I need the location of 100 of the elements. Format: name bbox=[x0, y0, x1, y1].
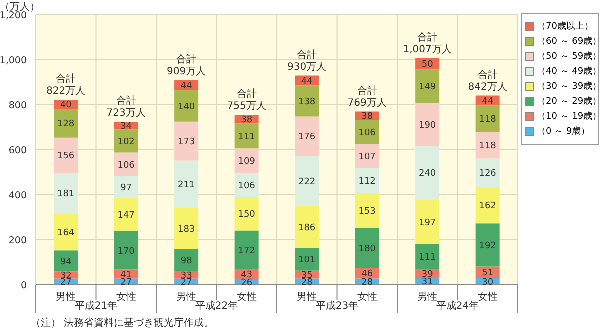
text: （注） 法務省資料に基づき観光庁作成。 bbox=[31, 317, 214, 329]
bar bbox=[54, 109, 78, 138]
data-label: 183 bbox=[178, 225, 196, 236]
data-label: 50 bbox=[422, 60, 434, 70]
data-label: 192 bbox=[479, 241, 496, 252]
data-label: 106 bbox=[238, 181, 256, 192]
legend-label: （10 ～ 19歳） bbox=[537, 110, 600, 123]
bar bbox=[355, 144, 380, 168]
bar bbox=[476, 224, 500, 267]
data-label: 240 bbox=[418, 169, 436, 180]
data-label: 186 bbox=[298, 223, 316, 234]
data-label: 164 bbox=[57, 228, 75, 238]
legend-label: （50 ～ 59歳） bbox=[537, 50, 600, 63]
data-label: 30 bbox=[482, 278, 494, 288]
y-tick-label: 800 bbox=[8, 100, 27, 112]
total-label: 合計 723万人 bbox=[106, 95, 146, 120]
data-label: 44 bbox=[180, 82, 193, 92]
legend-label: （30 ～ 39歳） bbox=[537, 80, 600, 93]
bar bbox=[54, 138, 78, 173]
legend-label: （60 ～ 69歳） bbox=[537, 36, 600, 48]
data-label: 38 bbox=[362, 112, 374, 122]
data-label: 181 bbox=[57, 190, 75, 200]
bar bbox=[295, 248, 320, 271]
bar bbox=[234, 197, 259, 231]
data-label: 111 bbox=[418, 252, 436, 263]
y-tick-label: 600 bbox=[8, 145, 27, 156]
y-axis-title: （万人） bbox=[0, 1, 40, 13]
data-label: 149 bbox=[418, 82, 436, 93]
bar bbox=[114, 176, 138, 198]
bar bbox=[174, 122, 199, 161]
data-label: 172 bbox=[238, 246, 256, 256]
data-label: 102 bbox=[118, 137, 135, 148]
data-label: 51 bbox=[482, 268, 494, 279]
bar bbox=[234, 230, 259, 270]
data-label: 44 bbox=[301, 76, 314, 87]
data-label: 109 bbox=[238, 157, 256, 168]
data-label: 46 bbox=[362, 270, 374, 280]
data-label: 94 bbox=[60, 257, 72, 268]
bar bbox=[54, 214, 78, 251]
bar bbox=[234, 173, 259, 198]
data-label: 170 bbox=[118, 246, 136, 257]
bar bbox=[174, 160, 199, 208]
text: 平成22年 bbox=[195, 300, 238, 312]
data-label: 98 bbox=[180, 256, 193, 267]
x-tick-label: 女性 bbox=[116, 291, 136, 304]
total-label: 合計 1,007万人 bbox=[403, 31, 452, 56]
data-label: 147 bbox=[118, 211, 135, 222]
bar bbox=[174, 249, 199, 272]
bar bbox=[416, 70, 440, 104]
data-label: 156 bbox=[57, 152, 75, 162]
legend-label: （0 ～ 9歳） bbox=[537, 126, 590, 138]
data-label: 112 bbox=[358, 177, 376, 188]
text: 平成23年 bbox=[316, 300, 359, 312]
y-tick-label: 1,000 bbox=[0, 55, 27, 66]
data-label: 140 bbox=[178, 102, 196, 112]
bar bbox=[295, 156, 320, 206]
data-label: 211 bbox=[178, 180, 196, 191]
data-label: 176 bbox=[298, 132, 316, 143]
data-label: 44 bbox=[482, 96, 494, 107]
legend-label: （70歳以上） bbox=[537, 20, 594, 33]
data-label: 111 bbox=[238, 132, 256, 142]
bar bbox=[476, 158, 500, 188]
text: 平成21年 bbox=[74, 300, 118, 312]
data-label: 31 bbox=[422, 278, 434, 288]
bar bbox=[234, 124, 259, 149]
data-label: 34 bbox=[120, 122, 132, 132]
bar bbox=[114, 231, 138, 270]
y-tick-label: 400 bbox=[8, 190, 27, 202]
x-tick-label: 男性 bbox=[176, 291, 197, 304]
bar bbox=[295, 86, 320, 117]
bar bbox=[355, 193, 380, 228]
bar bbox=[416, 200, 440, 244]
legend-label: （20 ～ 29歳） bbox=[537, 96, 600, 108]
y-tick-label: 0 bbox=[20, 280, 27, 292]
x-tick-label: 女性 bbox=[478, 291, 498, 304]
data-label: 40 bbox=[60, 100, 72, 111]
y-tick-label: 1,200 bbox=[0, 10, 27, 22]
x-tick-label: 男性 bbox=[418, 291, 438, 304]
data-label: 28 bbox=[362, 278, 374, 288]
total-label: 合計 909万人 bbox=[167, 53, 206, 78]
data-label: 101 bbox=[298, 256, 316, 266]
bar bbox=[234, 148, 259, 174]
y-tick-label: 200 bbox=[8, 235, 27, 246]
bar bbox=[416, 103, 440, 146]
total-label: 合計 822万人 bbox=[46, 73, 86, 98]
x-tick-label: 女性 bbox=[357, 291, 378, 304]
data-label: 27 bbox=[120, 278, 132, 288]
bar bbox=[174, 90, 199, 122]
data-label: 28 bbox=[301, 278, 314, 288]
data-label: 38 bbox=[241, 116, 253, 126]
bar bbox=[54, 172, 78, 214]
data-label: 97 bbox=[120, 184, 132, 194]
data-label: 162 bbox=[479, 202, 496, 212]
x-tick-label: 女性 bbox=[236, 291, 257, 304]
bar bbox=[355, 228, 380, 268]
data-label: 106 bbox=[358, 128, 376, 138]
data-label: 138 bbox=[298, 97, 316, 108]
data-label: 180 bbox=[358, 244, 376, 254]
bar bbox=[476, 106, 500, 132]
total-label: 合計 930万人 bbox=[288, 48, 327, 73]
